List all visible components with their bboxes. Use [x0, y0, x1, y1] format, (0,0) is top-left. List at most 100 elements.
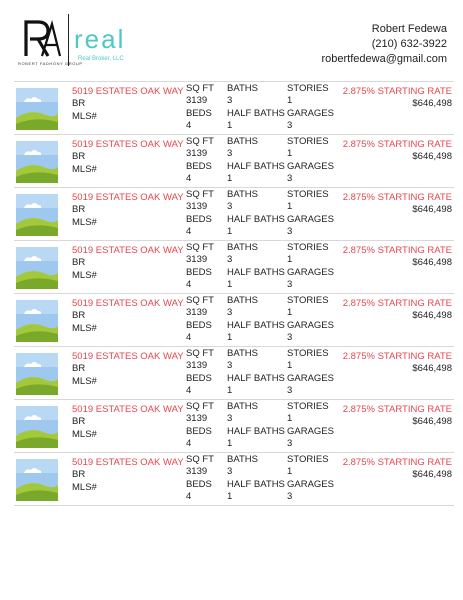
mls-label: MLS#	[72, 481, 97, 493]
real-brand-logo: real	[74, 26, 123, 52]
listing-address[interactable]: 5019 ESTATES OAK WAY	[72, 351, 184, 362]
stories-value: 1	[287, 148, 293, 160]
price: $646,498	[412, 204, 452, 216]
listing-address[interactable]: 5019 ESTATES OAK WAY	[72, 404, 184, 415]
half-baths-value: 1	[227, 278, 233, 290]
ra-monogram-logo	[24, 19, 62, 57]
garages-label: GARAGES	[287, 107, 334, 119]
listing-address[interactable]: 5019 ESTATES OAK WAY	[72, 457, 184, 468]
baths-value: 3	[227, 413, 233, 425]
beds-label: BEDS	[186, 107, 212, 119]
price-block: 2.875% STARTING RATE $646,498	[343, 192, 452, 217]
listing-row[interactable]: 5019 ESTATES OAK WAY BR MLS# SQ FT 3139 …	[14, 134, 454, 187]
sqft-beds-column: SQ FT 3139 BEDS 4	[186, 348, 214, 397]
baths-column: BATHS 3 HALF BATHS 1	[227, 454, 285, 503]
baths-label: BATHS	[227, 242, 258, 253]
listing-address[interactable]: 5019 ESTATES OAK WAY	[72, 192, 184, 203]
garages-label: GARAGES	[287, 478, 334, 490]
listing-address[interactable]: 5019 ESTATES OAK WAY	[72, 139, 184, 150]
beds-value: 4	[186, 278, 192, 290]
starting-rate: 2.875% STARTING RATE	[342, 457, 452, 468]
listing-address[interactable]: 5019 ESTATES OAK WAY	[72, 298, 184, 309]
listing-row[interactable]: 5019 ESTATES OAK WAY BR MLS# SQ FT 3139 …	[14, 293, 454, 346]
mls-label: MLS#	[72, 163, 97, 175]
listing-info: 5019 ESTATES OAK WAY BR MLS#	[72, 457, 184, 494]
listing-info: 5019 ESTATES OAK WAY BR MLS#	[72, 86, 184, 123]
garages-value: 3	[287, 172, 293, 184]
agent-contact: Robert Fedewa (210) 632-3922 robertfedew…	[322, 22, 448, 67]
baths-label: BATHS	[227, 189, 258, 200]
listing-info: 5019 ESTATES OAK WAY BR MLS#	[72, 298, 184, 335]
baths-label: BATHS	[227, 136, 258, 147]
sqft-beds-column: SQ FT 3139 BEDS 4	[186, 136, 214, 185]
stories-garages-column: STORIES 1 GARAGES 3	[287, 83, 334, 132]
stories-label: STORIES	[287, 242, 329, 253]
listing-info: 5019 ESTATES OAK WAY BR MLS#	[72, 404, 184, 441]
baths-label: BATHS	[227, 83, 258, 94]
half-baths-label: HALF BATHS	[227, 160, 285, 172]
landscape-placeholder-icon	[16, 300, 58, 342]
starting-rate: 2.875% STARTING RATE	[342, 351, 452, 362]
garages-value: 3	[287, 331, 293, 343]
garages-value: 3	[287, 384, 293, 396]
starting-rate: 2.875% STARTING RATE	[342, 192, 452, 203]
page-header: ROBERT FADHONY GROUP real Real Broker, L…	[0, 0, 463, 80]
agent-phone: (210) 632-3922	[371, 38, 447, 50]
sqft-beds-column: SQ FT 3139 BEDS 4	[186, 83, 214, 132]
mls-label: MLS#	[72, 428, 97, 440]
listing-row[interactable]: 5019 ESTATES OAK WAY BR MLS# SQ FT 3139 …	[14, 240, 454, 293]
listing-row[interactable]: 5019 ESTATES OAK WAY BR MLS# SQ FT 3139 …	[14, 81, 454, 134]
listing-row[interactable]: 5019 ESTATES OAK WAY BR MLS# SQ FT 3139 …	[14, 399, 454, 452]
stories-label: STORIES	[287, 401, 329, 412]
agent-name: Robert Fedewa	[371, 23, 447, 35]
garages-value: 3	[287, 490, 293, 502]
beds-value: 4	[186, 172, 192, 184]
sqft-value: 3139	[186, 307, 208, 319]
baths-value: 3	[227, 201, 233, 213]
mls-label: MLS#	[72, 269, 97, 281]
sqft-beds-column: SQ FT 3139 BEDS 4	[186, 295, 214, 344]
sqft-beds-column: SQ FT 3139 BEDS 4	[186, 242, 214, 291]
beds-label: BEDS	[186, 372, 212, 384]
beds-label: BEDS	[186, 319, 212, 331]
landscape-placeholder-icon	[16, 194, 58, 236]
stories-label: STORIES	[287, 83, 329, 94]
half-baths-label: HALF BATHS	[227, 425, 285, 437]
stories-label: STORIES	[287, 189, 329, 200]
listing-address[interactable]: 5019 ESTATES OAK WAY	[72, 245, 184, 256]
beds-label: BEDS	[186, 160, 212, 172]
listing-row[interactable]: 5019 ESTATES OAK WAY BR MLS# SQ FT 3139 …	[14, 452, 454, 506]
stories-value: 1	[287, 413, 293, 425]
stories-garages-column: STORIES 1 GARAGES 3	[287, 348, 334, 397]
half-baths-value: 1	[227, 490, 233, 502]
garages-value: 3	[287, 119, 293, 131]
half-baths-value: 1	[227, 172, 233, 184]
listing-address[interactable]: 5019 ESTATES OAK WAY	[72, 86, 184, 97]
beds-label: BEDS	[186, 425, 212, 437]
half-baths-label: HALF BATHS	[227, 266, 285, 278]
listing-row[interactable]: 5019 ESTATES OAK WAY BR MLS# SQ FT 3139 …	[14, 187, 454, 240]
price-block: 2.875% STARTING RATE $646,498	[343, 457, 452, 482]
mls-label: MLS#	[72, 216, 97, 228]
stories-garages-column: STORIES 1 GARAGES 3	[287, 136, 334, 185]
sqft-value: 3139	[186, 360, 208, 372]
stories-garages-column: STORIES 1 GARAGES 3	[287, 295, 334, 344]
beds-value: 4	[186, 119, 192, 131]
price: $646,498	[412, 98, 452, 110]
baths-value: 3	[227, 466, 233, 478]
starting-rate: 2.875% STARTING RATE	[342, 404, 452, 415]
price: $646,498	[412, 469, 452, 481]
starting-rate: 2.875% STARTING RATE	[342, 298, 452, 309]
price-block: 2.875% STARTING RATE $646,498	[343, 351, 452, 376]
sqft-label: SQ FT	[186, 454, 214, 465]
price-block: 2.875% STARTING RATE $646,498	[343, 245, 452, 270]
br-label: BR	[72, 98, 86, 110]
garages-label: GARAGES	[287, 213, 334, 225]
baths-value: 3	[227, 148, 233, 160]
logo-divider	[68, 14, 69, 66]
price: $646,498	[412, 257, 452, 269]
listing-row[interactable]: 5019 ESTATES OAK WAY BR MLS# SQ FT 3139 …	[14, 346, 454, 399]
half-baths-value: 1	[227, 225, 233, 237]
garages-label: GARAGES	[287, 319, 334, 331]
sqft-label: SQ FT	[186, 295, 214, 306]
